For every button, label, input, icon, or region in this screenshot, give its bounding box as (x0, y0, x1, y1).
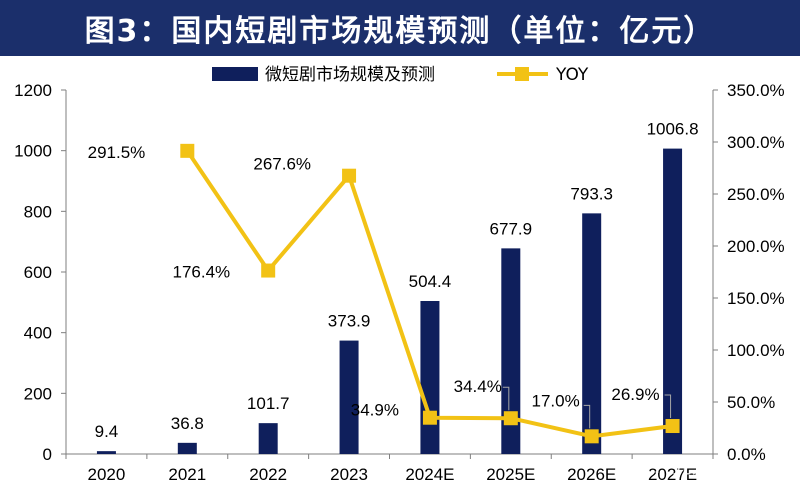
yoy-data-label: 34.9% (351, 401, 399, 420)
yoy-data-label: 267.6% (253, 155, 311, 174)
bar-data-label: 101.7 (247, 394, 290, 413)
bar (663, 148, 683, 454)
right-axis-tick-label: 50.0% (727, 393, 775, 412)
yoy-marker (180, 143, 195, 158)
left-axis-tick-label: 1000 (14, 142, 52, 161)
left-axis-tick-label: 800 (24, 202, 52, 221)
yoy-label-leader-line (664, 394, 672, 419)
legend-bar-swatch (212, 67, 258, 81)
chart-title-bar: 图3：国内短剧市场规模预测（单位：亿元） (0, 0, 800, 56)
left-axis-tick-label: 0 (43, 445, 52, 464)
yoy-marker (584, 429, 599, 444)
right-axis-tick-label: 250.0% (727, 185, 785, 204)
bar (582, 213, 602, 454)
right-axis-tick-label: 350.0% (727, 81, 785, 100)
bar (501, 248, 521, 454)
x-axis-tick-label: 2020 (88, 465, 126, 484)
legend-bar-label: 微短剧市场规模及预测 (265, 65, 435, 85)
right-axis-tick-label: 300.0% (727, 133, 785, 152)
left-axis-tick-label: 1200 (14, 81, 52, 100)
yoy-data-label: 34.4% (454, 377, 502, 396)
bar (258, 423, 278, 454)
bar (339, 340, 359, 454)
yoy-data-label: 176.4% (173, 263, 231, 282)
bar-data-label: 373.9 (328, 312, 371, 331)
x-axis-tick-label: 2021 (168, 465, 206, 484)
yoy-marker (422, 410, 437, 425)
x-axis-tick-label: 2025E (486, 465, 535, 484)
yoy-data-label: 17.0% (531, 391, 579, 410)
bar-data-label: 504.4 (409, 272, 452, 291)
bar (177, 442, 197, 454)
x-axis-tick-label: 2024E (405, 465, 454, 484)
bar (96, 451, 116, 454)
right-axis-tick-label: 150.0% (727, 289, 785, 308)
yoy-data-label: 291.5% (88, 143, 146, 162)
yoy-label-leader-line (583, 404, 591, 429)
right-axis-tick-label: 100.0% (727, 341, 785, 360)
yoy-data-label: 26.9% (611, 385, 659, 404)
left-axis-tick-label: 600 (24, 263, 52, 282)
right-axis-tick-label: 0.0% (727, 445, 766, 464)
x-axis-tick-label: 2027E (648, 465, 697, 484)
yoy-label-leader-line (502, 386, 510, 411)
bar-data-label: 677.9 (490, 219, 533, 238)
chart-title: 图3：国内短剧市场规模预测（单位：亿元） (84, 14, 716, 49)
bar-data-label: 9.4 (95, 422, 119, 441)
chart-area: 0 200 400 600 800 1000 1200 0.0% 50.0% 100.0% 150.… (14, 65, 785, 484)
watermark-text: 雪球：先知堂 (612, 454, 732, 478)
yoy-marker (342, 168, 357, 183)
bar (420, 300, 440, 454)
x-axis-tick-label: 2023 (330, 465, 368, 484)
yoy-marker (261, 263, 276, 278)
legend-line-marker (515, 67, 529, 81)
yoy-marker (665, 419, 680, 434)
yoy-marker (503, 411, 518, 426)
left-axis-tick-label: 400 (24, 324, 52, 343)
bar-data-label: 1006.8 (647, 120, 699, 139)
bar-data-label: 36.8 (171, 414, 204, 433)
bar-data-label: 793.3 (570, 184, 613, 203)
left-axis-tick-label: 200 (24, 384, 52, 403)
right-axis-tick-label: 200.0% (727, 237, 785, 256)
x-axis-tick-label: 2026E (567, 465, 616, 484)
x-axis-tick-label: 2022 (249, 465, 287, 484)
legend-line-label: YOY (555, 65, 589, 85)
